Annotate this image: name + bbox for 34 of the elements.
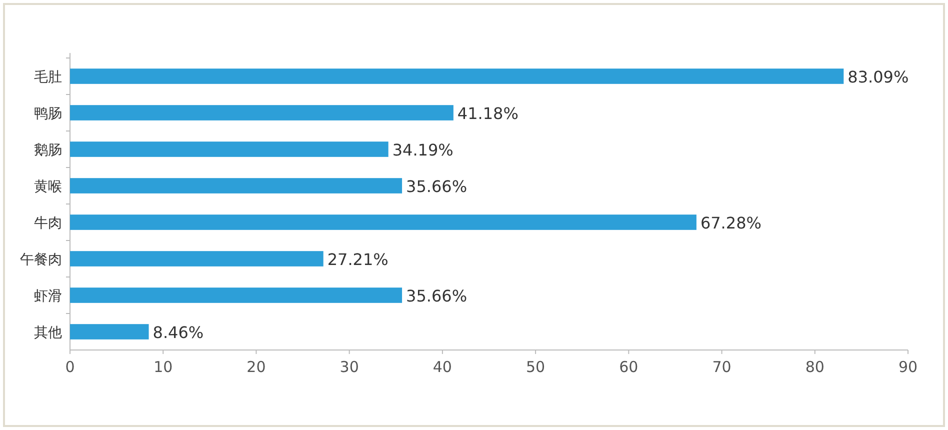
y-tick-label: 牛肉 xyxy=(34,215,62,232)
x-tick-label: 10 xyxy=(154,358,173,376)
bar xyxy=(70,324,149,340)
x-tick-label: 80 xyxy=(805,358,824,376)
x-tick-label: 20 xyxy=(246,358,266,376)
data-label: 34.19% xyxy=(392,140,454,160)
bar xyxy=(70,214,696,230)
y-tick-label: 其他 xyxy=(34,324,62,341)
x-tick-label: 40 xyxy=(432,358,452,376)
bar xyxy=(70,288,402,303)
y-tick-label: 午餐肉 xyxy=(20,252,62,268)
x-tick-label: 70 xyxy=(712,358,732,376)
bar xyxy=(70,251,324,266)
x-tick-label: 0 xyxy=(65,358,75,376)
x-tick-label: 90 xyxy=(898,358,918,376)
data-label: 83.09% xyxy=(848,67,909,86)
data-label: 67.28% xyxy=(700,213,762,232)
data-label: 27.21% xyxy=(327,250,388,269)
y-tick-label: 虾滑 xyxy=(34,288,62,304)
y-tick-label: 毛肚 xyxy=(34,69,62,86)
x-tick-label: 60 xyxy=(619,358,638,376)
y-tick-label: 鸭肠 xyxy=(34,106,62,122)
y-tick-label: 黄喉 xyxy=(34,178,62,195)
y-tick-label: 鹅肠 xyxy=(34,142,62,158)
data-label: 35.66% xyxy=(406,286,468,306)
data-label: 8.46% xyxy=(152,322,204,342)
data-label: 35.66% xyxy=(406,176,468,196)
bar xyxy=(70,105,454,120)
x-tick-label: 50 xyxy=(526,358,546,376)
bar xyxy=(70,68,844,84)
x-tick-label: 30 xyxy=(340,358,359,376)
bar xyxy=(70,142,388,157)
data-label: 41.18% xyxy=(457,104,518,123)
bar xyxy=(70,178,402,194)
